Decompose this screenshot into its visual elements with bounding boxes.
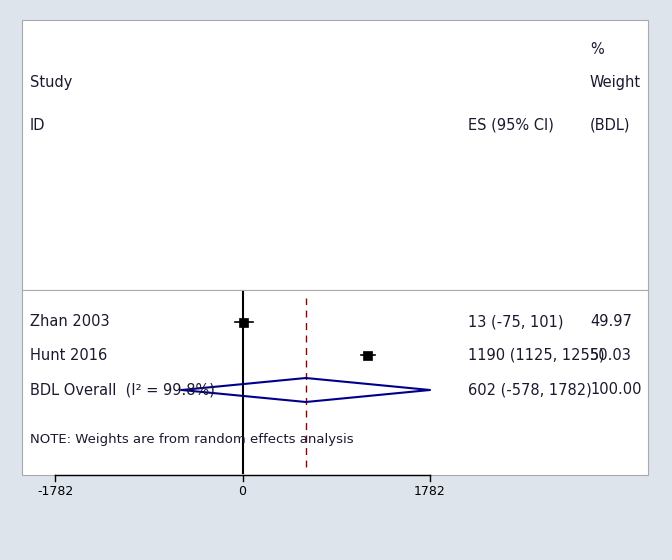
Bar — [239, 318, 249, 326]
Text: 1782: 1782 — [414, 485, 446, 498]
Text: 50.03: 50.03 — [590, 348, 632, 362]
Text: 49.97: 49.97 — [590, 315, 632, 329]
Text: ES (95% CI): ES (95% CI) — [468, 118, 554, 133]
Text: Study: Study — [30, 74, 73, 90]
Bar — [363, 351, 372, 360]
Bar — [22, 20, 648, 290]
Text: 100.00: 100.00 — [590, 382, 642, 398]
Text: Hunt 2016: Hunt 2016 — [30, 348, 108, 362]
Text: 13 (-75, 101): 13 (-75, 101) — [468, 315, 564, 329]
Text: %: % — [590, 43, 603, 58]
Text: (BDL): (BDL) — [590, 118, 630, 133]
Text: 602 (-578, 1782): 602 (-578, 1782) — [468, 382, 592, 398]
Text: 0: 0 — [239, 485, 247, 498]
Text: NOTE: Weights are from random effects analysis: NOTE: Weights are from random effects an… — [30, 433, 353, 446]
Text: Zhan 2003: Zhan 2003 — [30, 315, 110, 329]
Text: -1782: -1782 — [37, 485, 73, 498]
Text: 1190 (1125, 1255): 1190 (1125, 1255) — [468, 348, 605, 362]
Text: Weight: Weight — [590, 74, 641, 90]
Text: ID: ID — [30, 118, 46, 133]
Text: BDL Overall  (I² = 99.8%): BDL Overall (I² = 99.8%) — [30, 382, 215, 398]
Bar — [22, 290, 648, 475]
